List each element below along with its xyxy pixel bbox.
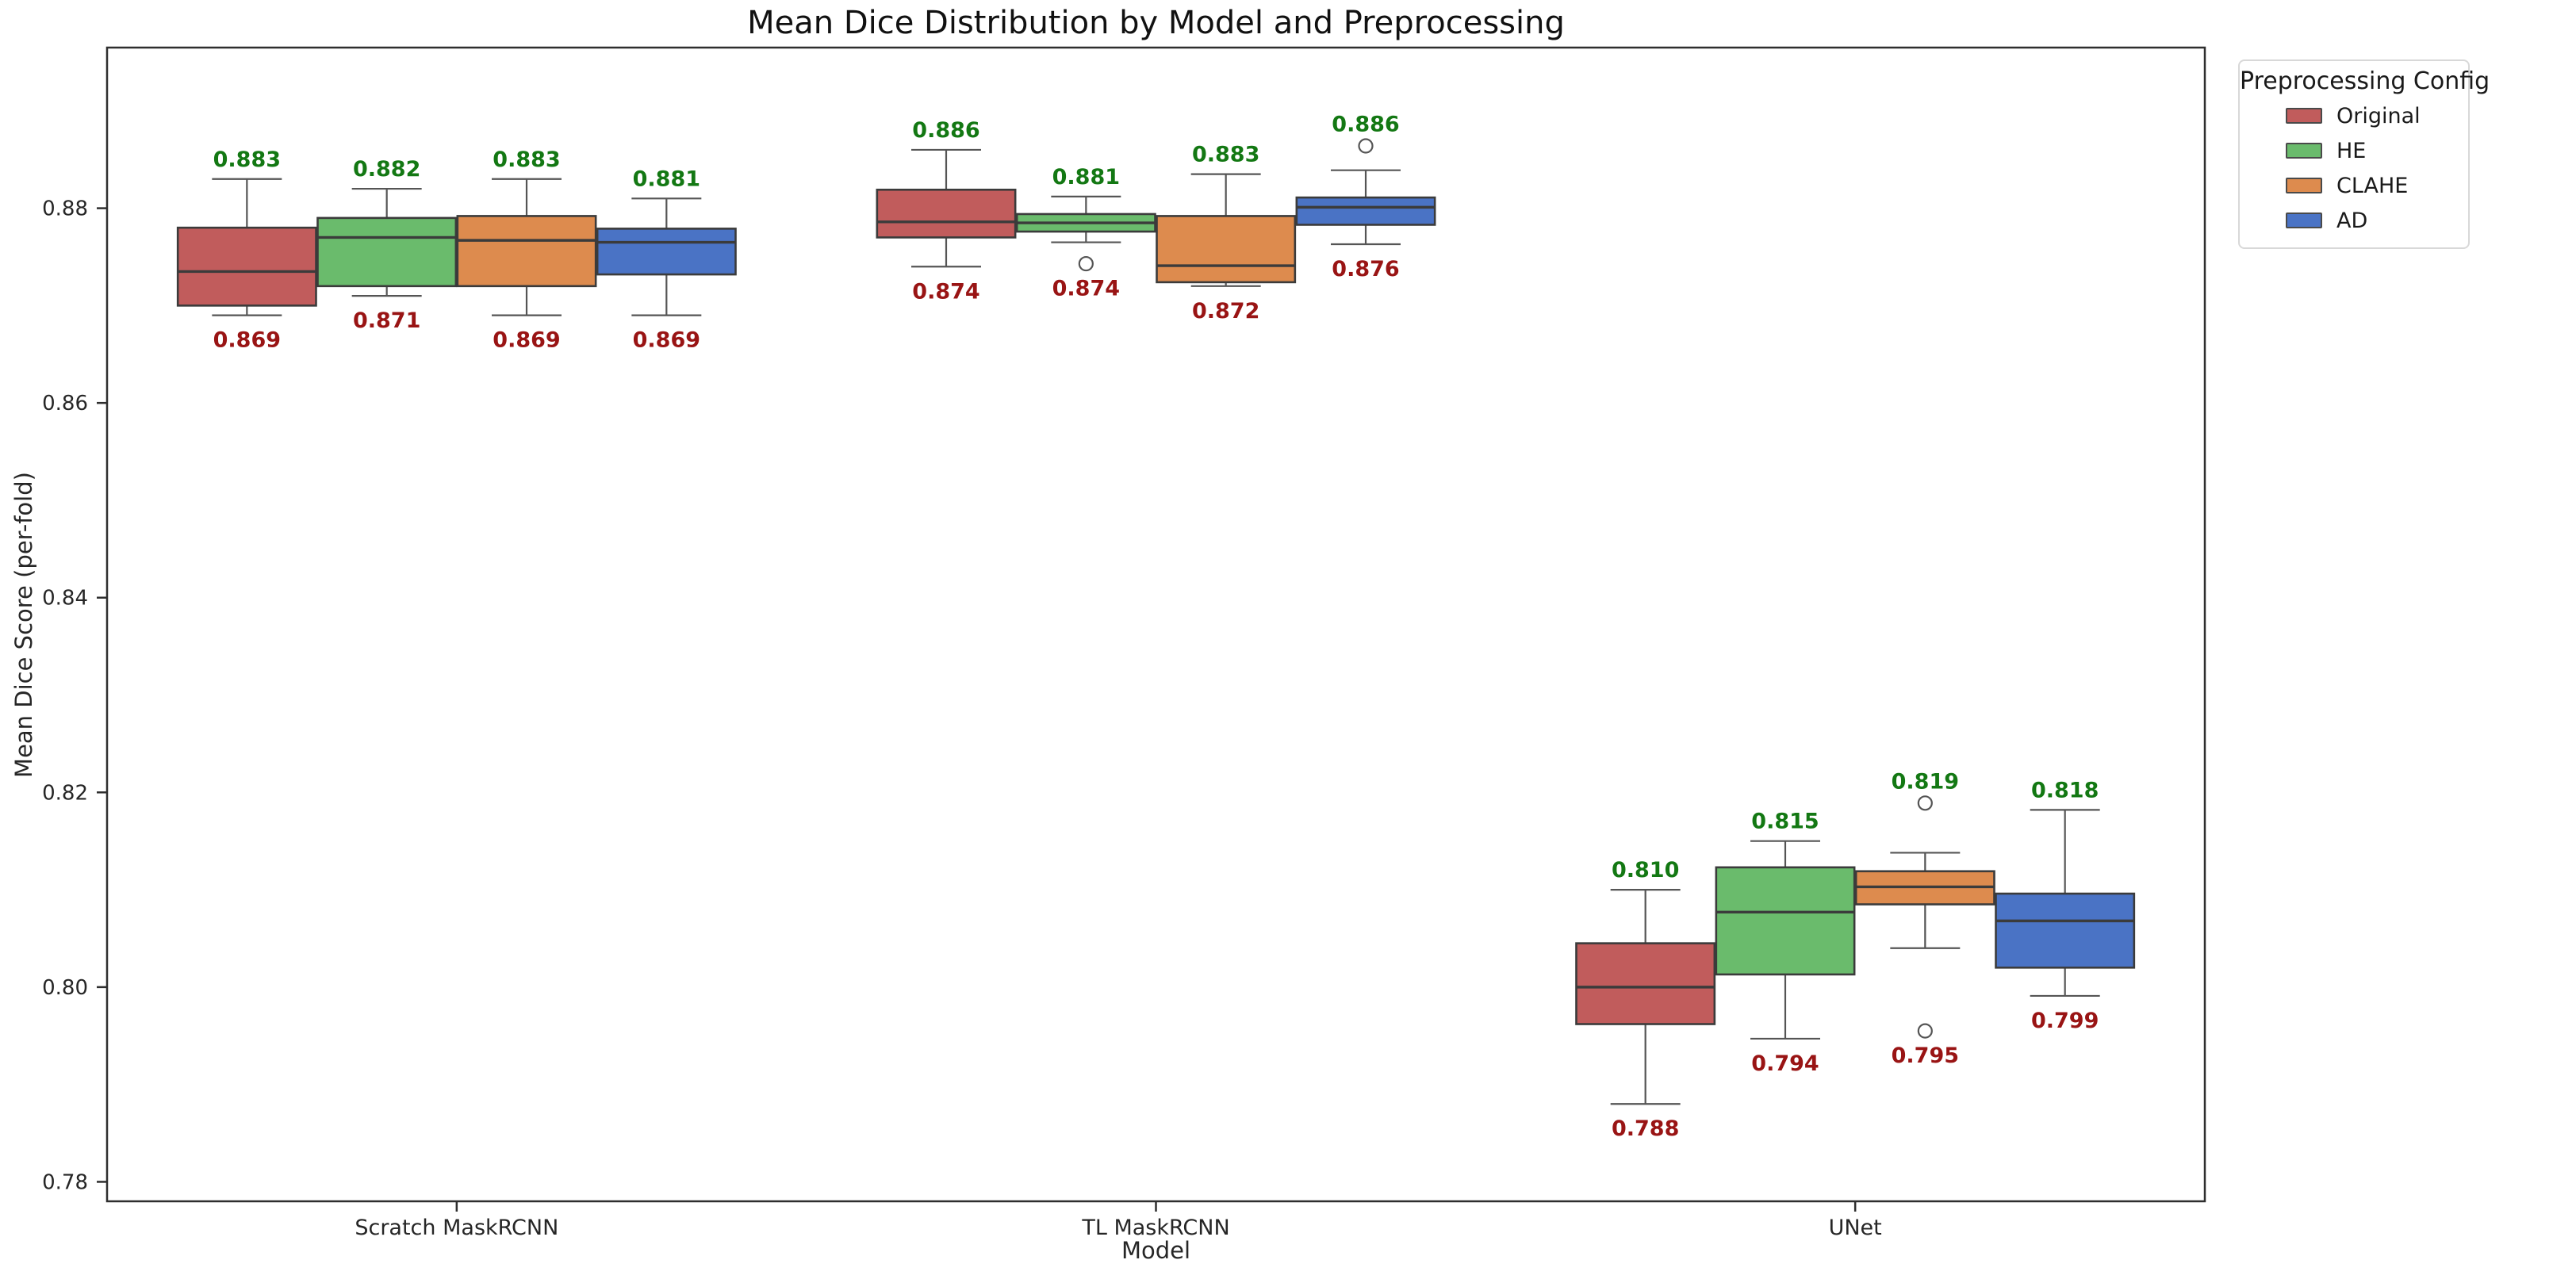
box-original-scratch-maskrcnn	[176, 226, 317, 307]
legend-item-clahe: CLAHE	[2240, 168, 2468, 203]
box-clahe-tl-maskrcnn	[1156, 215, 1297, 284]
min-annotation-clahe-scratch-maskrcnn: 0.869	[493, 328, 560, 353]
box-he-scratch-maskrcnn	[316, 216, 458, 288]
min-annotation-he-unet: 0.794	[1751, 1051, 1819, 1076]
outlier-clahe-unet	[1917, 1023, 1933, 1039]
max-annotation-clahe-tl-maskrcnn: 0.883	[1192, 143, 1259, 167]
y-tick-label: 0.80	[42, 976, 88, 1000]
max-annotation-clahe-unet: 0.819	[1892, 769, 1959, 794]
legend-swatch-original	[2286, 108, 2322, 124]
legend-item-label: HE	[2336, 138, 2367, 163]
y-tick-label: 0.88	[42, 197, 88, 221]
legend-item-label: AD	[2336, 208, 2368, 233]
legend-title: Preprocessing Config	[2240, 67, 2490, 95]
outlier-he-tl-maskrcnn	[1078, 255, 1094, 272]
box-he-unet	[1715, 866, 1856, 976]
max-annotation-original-scratch-maskrcnn: 0.883	[213, 147, 281, 172]
legend-item-he: HE	[2240, 133, 2468, 168]
legend-items: Original HE CLAHE AD	[2240, 98, 2468, 238]
min-annotation-original-tl-maskrcnn: 0.874	[912, 279, 979, 304]
max-annotation-he-tl-maskrcnn: 0.881	[1052, 165, 1120, 190]
legend-swatch-ad	[2286, 213, 2322, 228]
max-annotation-ad-tl-maskrcnn: 0.886	[1332, 113, 1399, 137]
max-annotation-original-unet: 0.810	[1612, 858, 1679, 883]
max-annotation-ad-scratch-maskrcnn: 0.881	[633, 167, 700, 191]
min-annotation-ad-tl-maskrcnn: 0.876	[1332, 257, 1399, 281]
legend-item-ad: AD	[2240, 203, 2468, 238]
y-tick-label: 0.84	[42, 587, 88, 611]
max-annotation-clahe-scratch-maskrcnn: 0.883	[493, 147, 560, 172]
y-tick-label: 0.78	[42, 1170, 88, 1194]
min-annotation-clahe-tl-maskrcnn: 0.872	[1192, 299, 1259, 324]
box-clahe-scratch-maskrcnn	[456, 215, 597, 288]
max-annotation-he-scratch-maskrcnn: 0.882	[353, 157, 420, 182]
box-ad-tl-maskrcnn	[1295, 196, 1436, 226]
x-tick-label-tl-maskrcnn: TL MaskRCNN	[1081, 1216, 1229, 1240]
legend-swatch-he	[2286, 143, 2322, 159]
legend-swatch-clahe	[2286, 178, 2322, 193]
legend-item-label: CLAHE	[2336, 173, 2409, 198]
y-tick-label: 0.86	[42, 392, 88, 415]
outlier-ad-tl-maskrcnn	[1358, 138, 1374, 154]
outlier-clahe-unet	[1917, 795, 1933, 811]
x-tick-label-unet: UNet	[1829, 1216, 1882, 1240]
legend-item-original: Original	[2240, 98, 2468, 133]
box-ad-unet	[1995, 892, 2136, 969]
y-tick-label: 0.82	[42, 781, 88, 805]
max-annotation-ad-unet: 0.818	[2031, 778, 2099, 802]
box-ad-scratch-maskrcnn	[596, 228, 737, 276]
x-axis-label: Model	[1121, 1237, 1191, 1264]
min-annotation-original-scratch-maskrcnn: 0.869	[213, 328, 281, 353]
min-annotation-clahe-unet: 0.795	[1892, 1043, 1959, 1068]
min-annotation-original-unet: 0.788	[1612, 1116, 1679, 1141]
min-annotation-he-scratch-maskrcnn: 0.871	[353, 308, 420, 333]
legend: Preprocessing Config Original HE CLAHE AD	[2238, 59, 2490, 249]
legend-item-label: Original	[2336, 103, 2421, 128]
max-annotation-he-unet: 0.815	[1751, 810, 1819, 834]
min-annotation-ad-scratch-maskrcnn: 0.869	[633, 328, 700, 353]
max-annotation-original-tl-maskrcnn: 0.886	[912, 118, 979, 143]
min-annotation-he-tl-maskrcnn: 0.874	[1052, 277, 1120, 301]
min-annotation-ad-unet: 0.799	[2031, 1009, 2099, 1033]
x-tick-label-scratch-maskrcnn: Scratch MaskRCNN	[355, 1216, 558, 1240]
box-original-unet	[1575, 942, 1716, 1025]
chart-title: Mean Dice Distribution by Model and Prep…	[747, 5, 1565, 41]
box-original-tl-maskrcnn	[876, 188, 1017, 239]
